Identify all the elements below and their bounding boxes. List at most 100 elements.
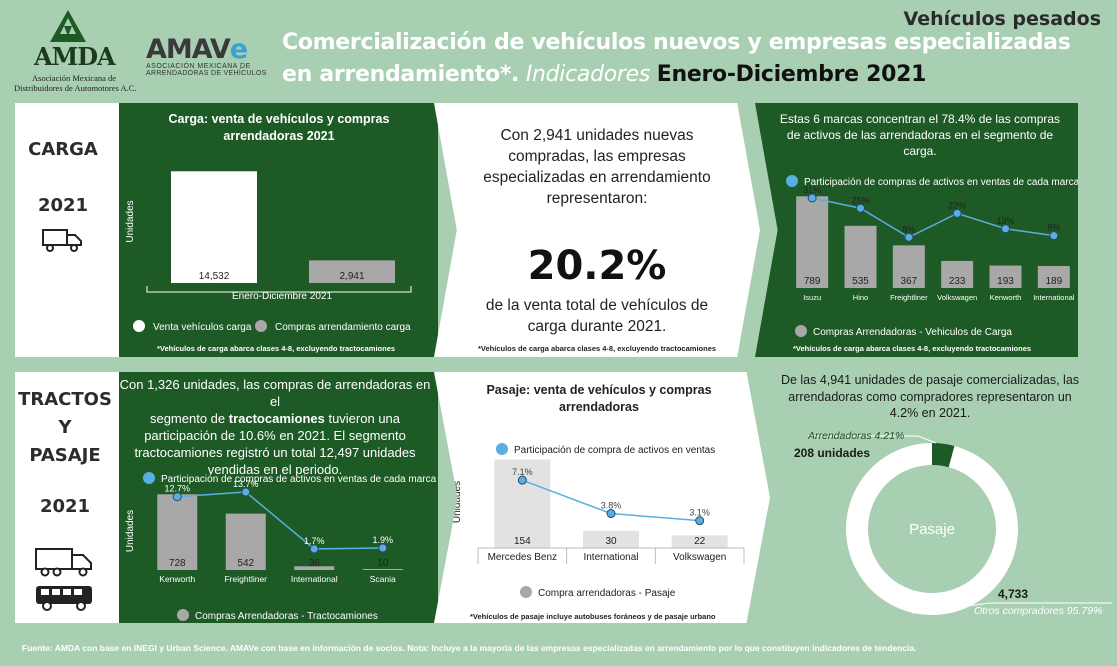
title-part-a: en arrendamiento*. xyxy=(282,62,520,87)
participation-line xyxy=(812,197,1054,239)
tractos-text-line5: vendidas en el periodo. xyxy=(207,462,343,477)
carga-brands-note: *Vehículos de carga abarca clases 4-8, e… xyxy=(793,344,1032,353)
participation-label: 8% xyxy=(902,224,915,234)
bar-value-label-1: 2,941 xyxy=(339,271,364,282)
bar-value-label: 233 xyxy=(949,276,966,287)
participation-label: 3.8% xyxy=(601,501,622,511)
category-label: Isuzu xyxy=(803,293,821,302)
amda-name-line1: Asociación Mexicana de xyxy=(32,73,117,83)
legend-label-bars: Compras Arrendadoras - Vehiculos de Carg… xyxy=(813,327,1012,338)
category-label: International xyxy=(291,574,338,584)
pasaje-donut-chart: Pasaje Arrendadoras 4.21% 208 unidades 4,73… xyxy=(794,430,1112,617)
legend-marker-0 xyxy=(133,320,145,332)
tractos-text-line2-a: segmento de xyxy=(149,411,229,426)
participation-line xyxy=(177,491,383,550)
pasaje-summary-line2: arrendadoras como compradores representa… xyxy=(788,389,1072,404)
category-label: Kenworth xyxy=(159,574,195,584)
participation-label: 13% xyxy=(996,216,1014,226)
slice-label-1: Otros compradores 95.79% xyxy=(974,605,1102,617)
category-label: Volkswagen xyxy=(937,293,977,302)
participation-point xyxy=(856,203,865,213)
page-title-line2: en arrendamiento*. Indicadores Enero-Dic… xyxy=(282,62,926,87)
participation-point xyxy=(695,516,705,526)
participation-point xyxy=(606,509,616,519)
carga-brands-chart: Unidades 789 Isuzu 535 Hino 367 Freightliner 23… xyxy=(763,175,1078,338)
x-axis-label: Enero-Diciembre 2021 xyxy=(232,291,332,302)
carga-summary-text: Con 2,941 unidades nuevas compradas, las… xyxy=(434,125,760,209)
tractos-text: Con 1,326 unidades, las compras de arren… xyxy=(115,376,435,478)
pasaje-summary-line1: De las 4,941 unidades de pasaje comercia… xyxy=(780,373,1080,387)
legend-label-0: Venta vehículos carga xyxy=(153,322,252,333)
carga-brands-panel: Estas 6 marcas concentran el 78.4% de la… xyxy=(755,103,1078,357)
donut-center-label: Pasaje xyxy=(909,521,955,538)
bar-value-label: 367 xyxy=(900,276,917,287)
participation-point xyxy=(172,492,182,502)
tractos-text-line4: tractocamiones registró un total 12,497 … xyxy=(134,445,416,460)
category-label: Kenworth xyxy=(990,293,1022,302)
carga-summary-panel: Con 2,941 unidades nuevas compradas, las… xyxy=(434,103,760,357)
pasaje-brands-chart: Unidades 154 Mercedes Benz 30 International 2… xyxy=(452,443,745,599)
participation-label: 3.1% xyxy=(689,508,710,518)
legend-marker-line xyxy=(786,175,798,187)
segment-label: Vehículos pesados xyxy=(903,8,1101,30)
title-period: Enero-Diciembre 2021 xyxy=(656,62,927,87)
donut-slice-0 xyxy=(932,443,955,468)
bar-value-label: 10 xyxy=(377,558,389,569)
amave-name-line2: ARRENDADORAS DE VEHÍCULOS xyxy=(146,70,267,77)
leader-line-1 xyxy=(911,602,1112,614)
tractos-side-panel: TRACTOS Y PASAJE 2021 xyxy=(15,372,119,623)
tractos-text-line2: segmento de tractocamiones tuvieron una xyxy=(115,410,435,427)
tractos-text-line2-b: tractocamiones xyxy=(228,411,325,426)
carga-summary-line6: carga durante 2021. xyxy=(527,318,667,335)
bar-value-label: 193 xyxy=(997,276,1014,287)
legend-label-line: Participación de compra de activos en ve… xyxy=(514,445,715,456)
participation-label: 12.7% xyxy=(164,484,190,494)
bar-international xyxy=(294,566,335,570)
bus-icon xyxy=(36,586,92,611)
bar-hino xyxy=(844,225,877,288)
category-label: Scania xyxy=(370,574,396,584)
legend-label-bars: Compra arrendadoras - Pasaje xyxy=(538,588,676,599)
carga-brands-text: Estas 6 marcas concentran el 78.4% de la… xyxy=(767,111,1073,159)
legend-marker-bars xyxy=(177,609,189,621)
participation-label: 31% xyxy=(803,185,821,195)
participation-label: 1.7% xyxy=(304,536,325,546)
bar-value-label: 154 xyxy=(514,536,531,547)
bar-scania xyxy=(362,568,403,570)
bar-kenworth xyxy=(989,265,1022,288)
participation-label: 13.7% xyxy=(233,479,259,489)
pasaje-summary-line3: 4.2% en 2021. xyxy=(889,406,971,420)
bar-isuzu xyxy=(796,196,829,288)
bar-value-label-0: 14,532 xyxy=(199,271,230,282)
carga-summary-line4: representaron: xyxy=(546,190,648,207)
carga-side-label: CARGA xyxy=(28,139,98,160)
legend-marker-1 xyxy=(255,320,267,332)
bar-1 xyxy=(309,260,395,283)
slice-label-0: Arrendadoras 4.21% xyxy=(807,430,904,442)
category-label: Freightliner xyxy=(890,293,928,302)
carga-total-chart-title: Carga: venta de vehículos y compras arre… xyxy=(168,112,390,143)
page-title-line1: Comercialización de vehículos nuevos y e… xyxy=(282,30,1071,55)
title-part-b: Indicadores xyxy=(525,62,651,87)
participation-label: 22% xyxy=(948,200,966,210)
tractos-side-label-2: Y xyxy=(58,417,72,438)
participation-label: 1.9% xyxy=(372,535,393,545)
participation-point xyxy=(807,193,817,203)
bar-value-label: 36 xyxy=(309,558,321,569)
carga-brands-line3: carga. xyxy=(903,144,937,158)
legend-label-bars: Compras Arrendadoras - Tractocamiones xyxy=(195,611,378,622)
carga-summary-pct: 20.2% xyxy=(527,243,667,289)
bar-freightliner xyxy=(225,513,266,570)
carga-side-year: 2021 xyxy=(37,195,89,216)
x-axis-bracket xyxy=(146,286,412,293)
participation-point xyxy=(241,487,251,497)
bar-value-label: 22 xyxy=(694,536,706,547)
participation-label: 25% xyxy=(851,195,869,205)
carga-brands-line2: de activos de las arrendadoras en el seg… xyxy=(786,128,1054,142)
amave-name-line1: ASOCIACIÓN MEXICANA DE xyxy=(146,63,251,70)
bar-mercedes-benz xyxy=(494,459,551,548)
participation-point xyxy=(952,208,962,218)
pasaje-chart-title: Pasaje: venta de vehículos y compras arr… xyxy=(486,383,712,414)
legend-label-line: Participación de compras de activos en v… xyxy=(161,474,437,485)
tractos-text-line2-c: tuvieron una xyxy=(324,411,401,426)
